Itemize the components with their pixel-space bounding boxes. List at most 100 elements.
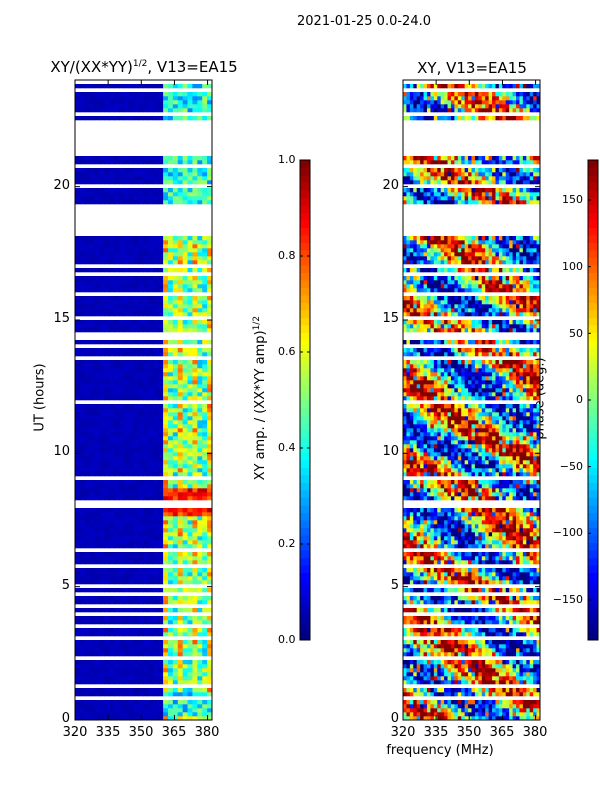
heatmap-cell: [128, 496, 135, 501]
heatmap-cell: [519, 620, 524, 625]
heatmap-cell: [94, 172, 100, 177]
heatmap-cell: [75, 172, 81, 177]
heatmap-cell: [114, 244, 120, 249]
heatmap-cell: [526, 648, 531, 653]
heatmap-cell: [471, 712, 476, 717]
heatmap-cell: [153, 668, 159, 673]
heatmap-cell: [471, 648, 476, 653]
heatmap-cell: [471, 576, 476, 581]
heatmap-cell: [474, 556, 479, 561]
heatmap-cell: [143, 192, 149, 197]
heatmap-cell: [143, 104, 149, 109]
heatmap-cell: [79, 704, 86, 709]
heatmap-cell: [104, 708, 110, 713]
heatmap-cell: [516, 648, 520, 653]
heatmap-cell: [481, 712, 486, 717]
heatmap-cell: [128, 532, 135, 537]
heatmap-cell: [84, 536, 91, 541]
heatmap-cell: [187, 528, 193, 533]
heatmap-cell: [516, 568, 520, 573]
heatmap-cell: [492, 496, 496, 501]
heatmap-cell: [75, 464, 81, 469]
heatmap-cell: [457, 568, 462, 573]
heatmap-cell: [202, 672, 208, 677]
heatmap-cell: [187, 408, 193, 413]
heatmap-cell: [529, 716, 534, 721]
heatmap-cell: [104, 664, 110, 669]
heatmap-cell: [79, 280, 86, 285]
heatmap-cell: [123, 412, 130, 417]
heatmap-cell: [128, 308, 135, 313]
heatmap-cell: [158, 376, 164, 381]
heatmap-cell: [114, 404, 120, 409]
left-title-suffix: , V13=EA15: [147, 58, 238, 76]
heatmap-cell: [138, 244, 144, 249]
heatmap-cell: [75, 324, 81, 329]
heatmap-cell: [426, 692, 431, 697]
heatmap-cell: [172, 388, 179, 393]
heatmap-cell: [464, 552, 469, 557]
heatmap-cell: [99, 660, 105, 665]
heatmap-cell: [138, 324, 144, 329]
heatmap-cell: [471, 708, 476, 713]
heatmap-cell: [526, 700, 531, 705]
heatmap-cell: [447, 632, 452, 637]
heatmap-cell: [495, 704, 500, 709]
heatmap-cell: [450, 508, 455, 513]
heatmap-cell: [505, 520, 510, 525]
heatmap-cell: [187, 644, 193, 649]
heatmap-cell: [158, 180, 164, 185]
heatmap-cell: [433, 588, 438, 593]
heatmap-cell: [163, 176, 169, 181]
heatmap-cell: [119, 708, 125, 713]
heatmap-cell: [182, 416, 189, 421]
heatmap-cell: [148, 256, 154, 261]
heatmap-cell: [522, 588, 527, 593]
heatmap-cell: [182, 324, 189, 329]
heatmap-cell: [94, 280, 100, 285]
heatmap-cell: [79, 84, 86, 89]
heatmap-cell: [94, 676, 100, 681]
heatmap-cell: [192, 544, 198, 549]
heatmap-cell: [109, 104, 115, 109]
heatmap-cell: [153, 372, 159, 377]
heatmap-cell: [495, 512, 500, 517]
heatmap-cell: [153, 572, 159, 577]
heatmap-cell: [447, 512, 452, 517]
heatmap-cell: [207, 508, 213, 513]
heatmap-cell: [84, 404, 91, 409]
heatmap-cell: [426, 516, 431, 521]
heatmap-cell: [450, 552, 455, 557]
heatmap-cell: [133, 632, 140, 637]
heatmap-cell: [197, 196, 203, 201]
heatmap-cell: [119, 156, 125, 161]
heatmap-cell: [94, 100, 100, 105]
heatmap-cell: [94, 108, 100, 113]
heatmap-cell: [89, 376, 96, 381]
heatmap-cell: [474, 600, 479, 605]
heatmap-cell: [138, 516, 144, 521]
heatmap-cell: [143, 284, 149, 289]
heatmap-cell: [502, 716, 507, 721]
heatmap-cell: [182, 352, 189, 357]
heatmap-cell: [485, 536, 490, 541]
heatmap-cell: [79, 428, 86, 433]
heatmap-cell: [158, 160, 164, 165]
heatmap-cell: [474, 660, 479, 665]
heatmap-cell: [416, 628, 421, 633]
heatmap-cell: [492, 716, 496, 721]
left-xtick-320: 320: [62, 725, 88, 740]
heatmap-cell: [512, 708, 517, 713]
heatmap-cell: [75, 276, 81, 281]
heatmap-cell: [84, 540, 91, 545]
heatmap-cell: [133, 652, 140, 657]
heatmap-cell: [89, 372, 96, 377]
heatmap-cell: [437, 536, 442, 541]
heatmap-cell: [172, 116, 179, 121]
heatmap-cell: [512, 552, 517, 557]
heatmap-cell: [153, 352, 159, 357]
heatmap-cell: [94, 628, 100, 633]
heatmap-cell: [114, 668, 120, 673]
heatmap-cell: [409, 676, 414, 681]
heatmap-cell: [128, 456, 135, 461]
